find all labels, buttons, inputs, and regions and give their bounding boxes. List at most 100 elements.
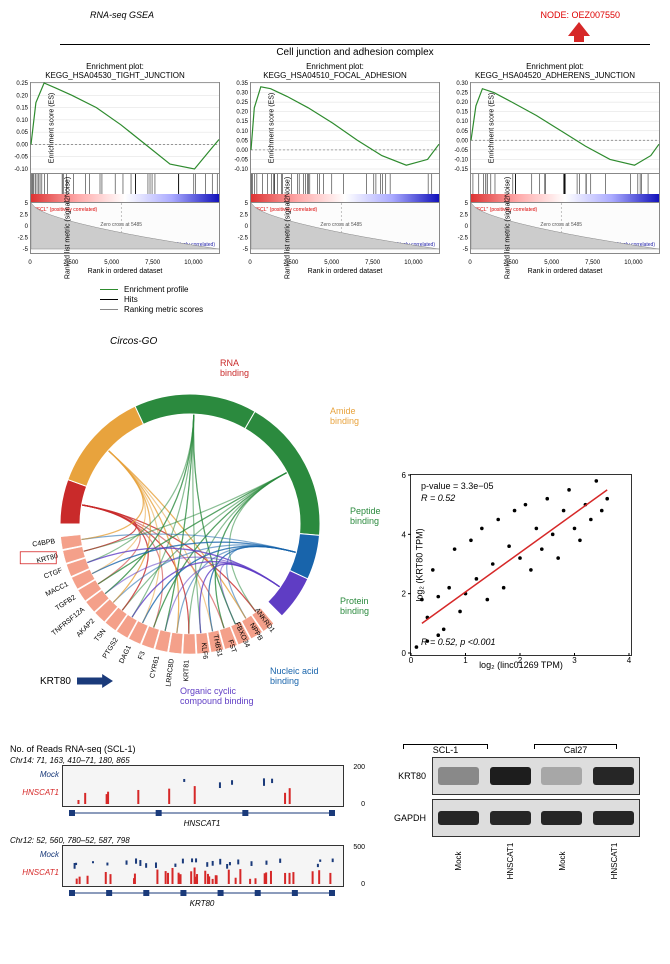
gsea-plot-0: Enrichment plot:KEGG_HSA04530_TIGHT_JUNC… xyxy=(10,62,220,275)
svg-text:5,000: 5,000 xyxy=(104,260,120,266)
svg-text:0: 0 xyxy=(25,224,29,230)
enrichment-panel: Enrichment score (ES) -0.10-0.050.000.05… xyxy=(30,82,220,174)
scatter-ylabel: log₂ (KRT80 TPM) xyxy=(415,528,425,601)
svg-text:4: 4 xyxy=(627,656,632,665)
wb-band-row: GAPDH xyxy=(380,799,640,837)
gene-track-name: HNSCAT1 xyxy=(62,819,342,828)
es-ylabel: Enrichment score (ES) xyxy=(269,93,276,163)
svg-text:-5: -5 xyxy=(23,247,29,253)
hits-panel xyxy=(470,174,660,203)
svg-text:0.15: 0.15 xyxy=(456,110,468,116)
legend-label: Enrichment profile xyxy=(124,285,188,294)
gradient-strip xyxy=(251,194,439,202)
svg-text:TGFB2: TGFB2 xyxy=(54,594,77,612)
svg-text:-0.15: -0.15 xyxy=(454,167,468,173)
svg-text:0.00: 0.00 xyxy=(16,142,28,148)
svg-text:-0.05: -0.05 xyxy=(454,148,468,154)
gsea-plots-row: Enrichment plot:KEGG_HSA04530_TIGHT_JUNC… xyxy=(10,62,660,275)
es-ylabel: Enrichment score (ES) xyxy=(489,93,496,163)
svg-text:binding: binding xyxy=(340,606,369,616)
rank-xlabel: Rank in ordered dataset xyxy=(470,268,660,275)
svg-text:7,500: 7,500 xyxy=(585,260,601,266)
node-arrow-icon xyxy=(566,20,592,42)
gene-track-name: KRT80 xyxy=(62,899,342,908)
svg-text:5,000: 5,000 xyxy=(324,260,340,266)
svg-text:0.10: 0.10 xyxy=(456,119,468,125)
chr-label: Chr12: 52, 560, 780–52, 587, 798 xyxy=(10,836,350,845)
ymax-label: 200 xyxy=(353,764,365,771)
ymin-label: 0 xyxy=(361,881,365,888)
svg-text:RNA: RNA xyxy=(220,358,239,368)
svg-text:KLF6: KLF6 xyxy=(200,642,209,659)
rnaseq-section: No. of Reads RNA-seq (SCL-1) Chr14: 71, … xyxy=(10,744,660,916)
plot-title: Enrichment plot:KEGG_HSA04520_ADHERENS_J… xyxy=(450,62,660,80)
legend-item: Ranking metric scores xyxy=(100,305,660,314)
svg-text:0: 0 xyxy=(248,260,252,266)
svg-text:0: 0 xyxy=(28,260,32,266)
svg-text:10,000: 10,000 xyxy=(404,260,423,266)
svg-text:0.20: 0.20 xyxy=(456,100,468,106)
mock-track-label: Mock xyxy=(13,850,59,859)
rank-xlabel: Rank in ordered dataset xyxy=(30,268,220,275)
svg-text:0.30: 0.30 xyxy=(236,91,248,97)
circos-title: Circos-GO xyxy=(110,336,157,347)
cell-line-2: Cal27 xyxy=(534,744,618,755)
svg-text:0.05: 0.05 xyxy=(236,138,248,144)
svg-text:0.25: 0.25 xyxy=(16,81,28,87)
svg-text:-0.05: -0.05 xyxy=(234,157,248,163)
figure-header: RNA-seq GSEA NODE: OEZ007550 xyxy=(10,10,660,40)
svg-text:0.20: 0.20 xyxy=(16,93,28,99)
svg-text:Nucleic acid: Nucleic acid xyxy=(270,666,319,676)
svg-text:p-value = 3.3e−05: p-value = 3.3e−05 xyxy=(421,481,494,491)
svg-text:7,500: 7,500 xyxy=(365,260,381,266)
gsea-plot-2: Enrichment plot:KEGG_HSA04520_ADHERENS_J… xyxy=(450,62,660,275)
wb-lane-label: Mock xyxy=(438,835,478,887)
svg-text:0.35: 0.35 xyxy=(236,81,248,87)
ymin-label: 0 xyxy=(361,801,365,808)
svg-text:KRT80: KRT80 xyxy=(36,553,59,565)
wb-cell-line-header: SCL-1 Cal27 xyxy=(380,744,640,755)
read-track: Mock HNSCAT1 200 0 xyxy=(62,765,344,807)
svg-text:4: 4 xyxy=(402,530,407,539)
svg-text:0: 0 xyxy=(465,224,469,230)
svg-text:0: 0 xyxy=(402,649,407,658)
svg-text:F3: F3 xyxy=(137,651,146,661)
band-box xyxy=(432,799,640,837)
svg-text:-5: -5 xyxy=(243,247,249,253)
hnscat-track-label: HNSCAT1 xyxy=(13,868,59,877)
svg-text:2: 2 xyxy=(518,656,523,665)
svg-text:Organic cyclic: Organic cyclic xyxy=(180,686,237,696)
svg-text:PTGS2: PTGS2 xyxy=(102,637,120,660)
es-ylabel: Enrichment score (ES) xyxy=(49,93,56,163)
legend-label: Ranking metric scores xyxy=(124,305,203,314)
svg-text:0.20: 0.20 xyxy=(236,110,248,116)
plot-title: Enrichment plot:KEGG_HSA04530_TIGHT_JUNC… xyxy=(10,62,220,80)
legend-item: Hits xyxy=(100,295,660,304)
svg-text:2.5: 2.5 xyxy=(240,213,249,219)
navy-arrow-icon xyxy=(77,674,113,688)
svg-text:5: 5 xyxy=(25,201,29,207)
svg-text:TSN: TSN xyxy=(93,628,107,643)
legend-item: Enrichment profile xyxy=(100,285,660,294)
svg-text:0.10: 0.10 xyxy=(16,118,28,124)
gradient-strip xyxy=(471,194,659,202)
svg-text:CYR61: CYR61 xyxy=(149,655,161,679)
svg-text:binding: binding xyxy=(270,676,299,686)
hits-panel xyxy=(30,174,220,203)
svg-text:-5: -5 xyxy=(463,247,469,253)
rank-xlabel: Rank in ordered dataset xyxy=(250,268,440,275)
svg-text:0.10: 0.10 xyxy=(236,129,248,135)
svg-text:10,000: 10,000 xyxy=(624,260,643,266)
chr-label: Chr14: 71, 163, 410–71, 180, 865 xyxy=(10,756,350,765)
protein-label: GAPDH xyxy=(380,813,426,823)
svg-text:5,000: 5,000 xyxy=(544,260,560,266)
svg-text:-2.5: -2.5 xyxy=(458,236,469,242)
svg-text:-2.5: -2.5 xyxy=(18,236,29,242)
reads-title: No. of Reads RNA-seq (SCL-1) xyxy=(10,744,350,754)
node-label: NODE: OEZ007550 xyxy=(540,10,620,20)
gsea-legend: Enrichment profileHitsRanking metric sco… xyxy=(100,285,660,314)
metric-ylabel: Ranked list metric (signal2Noise) xyxy=(65,177,72,279)
svg-text:-0.10: -0.10 xyxy=(454,157,468,163)
svg-text:R = 0.52: R = 0.52 xyxy=(421,493,455,503)
svg-text:DAG1: DAG1 xyxy=(118,644,133,664)
